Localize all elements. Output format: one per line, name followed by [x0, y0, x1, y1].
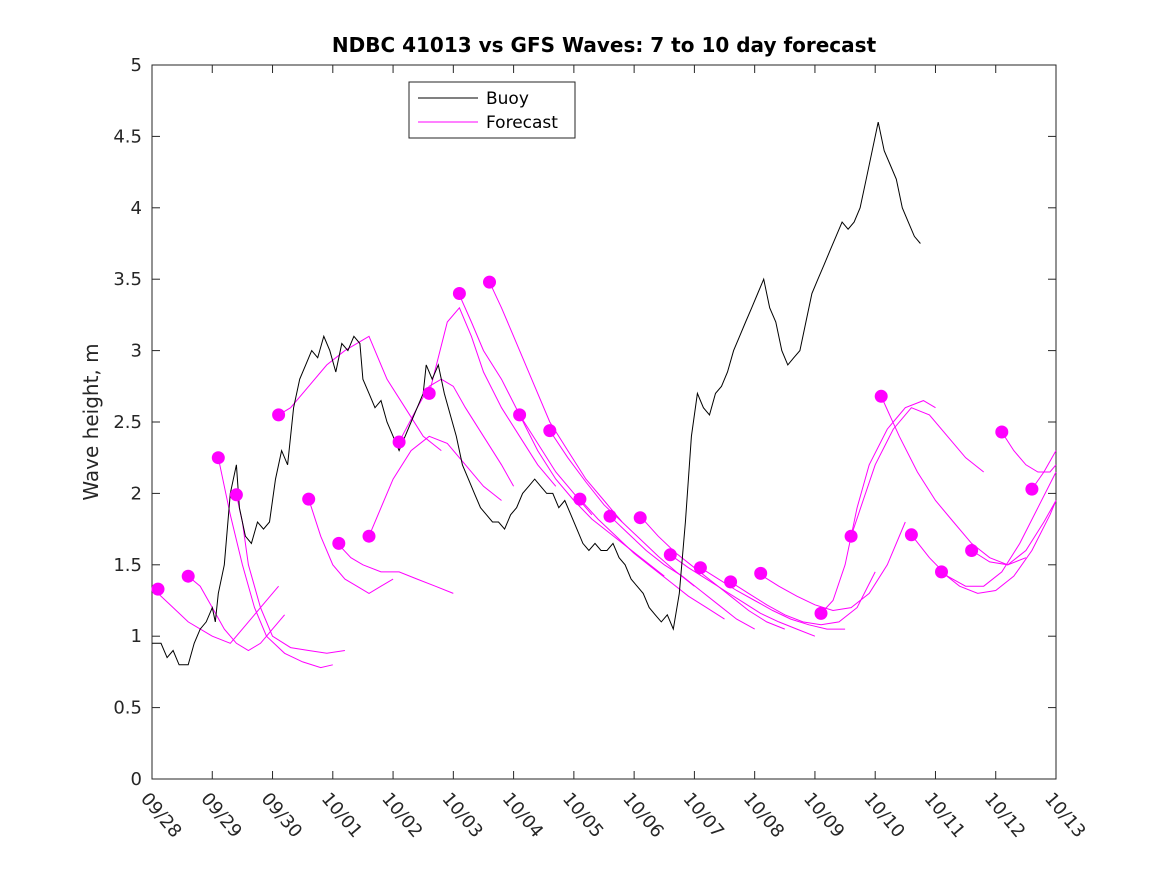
forecast-line: [235, 494, 345, 654]
x-tick-label: 09/30: [257, 789, 306, 842]
x-tick-label: 10/13: [1040, 789, 1089, 842]
y-tick-label: 1: [131, 626, 142, 647]
x-tick-label: 10/04: [498, 789, 547, 842]
x-tick-label: 10/12: [980, 789, 1029, 842]
forecast-line: [489, 281, 623, 523]
y-axis: 0 0.5 1 1.5 2 2.5 3 3.5 4 4.5 5: [113, 55, 1056, 790]
y-tick-label: 0.5: [113, 698, 142, 719]
forecast-line: [941, 500, 1057, 594]
forecast-line: [730, 571, 876, 626]
forecast-start-marker: [513, 408, 527, 422]
x-tick-label: 10/08: [739, 789, 788, 842]
buoy-series-group: [152, 121, 921, 666]
forecast-start-marker: [874, 389, 888, 403]
forecast-start-marker: [965, 544, 979, 557]
x-tick-label: 10/09: [799, 789, 848, 842]
y-tick-label: 3: [131, 341, 142, 362]
forecast-line: [428, 306, 557, 487]
forecast-line: [579, 498, 725, 620]
y-tick-label: 5: [131, 55, 142, 76]
forecast-line: [911, 471, 1057, 587]
x-tick-label: 10/06: [618, 789, 667, 842]
forecast-line: [549, 430, 695, 587]
forecast-start-marker: [332, 536, 346, 550]
forecast-line: [639, 515, 785, 630]
forecast-start-marker: [754, 566, 768, 580]
x-tick-label: 09/28: [136, 789, 185, 842]
forecast-start-marker: [724, 575, 738, 589]
forecast-line: [670, 554, 816, 637]
forecast-start-marker: [211, 451, 225, 465]
forecast-start-marker: [452, 287, 466, 300]
x-tick-label: 10/05: [558, 789, 607, 842]
plot-area: [151, 64, 1057, 780]
forecast-start-marker: [483, 275, 496, 289]
forecast-line: [278, 335, 442, 451]
forecast-line: [398, 378, 515, 487]
legend-label-forecast: Forecast: [486, 113, 558, 133]
forecast-line: [850, 407, 985, 537]
forecast-start-marker: [693, 561, 707, 575]
legend: Buoy Forecast: [408, 81, 576, 139]
x-tick-label: 10/07: [679, 789, 728, 842]
forecast-start-marker: [272, 408, 286, 422]
forecast-start-marker: [814, 606, 828, 620]
y-tick-label: 3.5: [113, 269, 142, 290]
forecast-line: [151, 585, 279, 644]
y-tick-label: 4.5: [113, 126, 142, 147]
forecast-start-marker: [904, 528, 918, 542]
forecast-line: [308, 498, 394, 594]
y-tick-label: 1.5: [113, 555, 142, 576]
y-axis-label: Wave height, m: [79, 343, 103, 500]
forecast-start-marker: [844, 529, 858, 543]
y-tick-label: 0: [131, 769, 142, 790]
forecast-start-marker: [633, 511, 647, 525]
forecast-start-marker: [935, 565, 948, 579]
forecast-start-marker: [1025, 482, 1039, 496]
buoy-line: [152, 121, 921, 666]
forecast-line: [519, 414, 665, 577]
forecast-start-marker: [422, 386, 436, 400]
forecast-line: [609, 515, 755, 630]
forecast-line: [187, 575, 285, 652]
forecast-start-marker: [229, 488, 243, 502]
x-tick-label: 10/01: [317, 789, 366, 842]
forecast-line: [1031, 450, 1057, 490]
x-tick-label: 10/03: [438, 789, 487, 842]
forecast-start-marker: [603, 509, 617, 523]
forecast-start-marker: [995, 425, 1009, 439]
x-tick-label: 10/11: [920, 789, 969, 842]
forecast-start-marker: [151, 582, 165, 596]
forecast-line: [338, 544, 454, 594]
y-tick-label: 2: [131, 483, 142, 504]
x-tick-label: 09/29: [196, 789, 245, 842]
forecast-line: [217, 457, 333, 669]
forecast-line: [1001, 431, 1057, 473]
legend-box: [408, 81, 576, 139]
forecast-line: [971, 500, 1057, 566]
forecast-series-group: [151, 281, 1057, 669]
forecast-line: [760, 521, 906, 612]
forecast-start-marker: [181, 569, 195, 583]
chart-title: NDBC 41013 vs GFS Waves: 7 to 10 day for…: [332, 33, 877, 57]
forecast-markers-group: [151, 275, 1039, 620]
legend-label-buoy: Buoy: [486, 89, 529, 109]
forecast-line: [368, 435, 502, 537]
forecast-line: [880, 396, 1027, 566]
x-tick-label: 10/10: [859, 789, 908, 842]
forecast-line: [820, 400, 936, 614]
forecast-start-marker: [302, 492, 316, 506]
y-tick-label: 4: [131, 198, 142, 219]
forecast-start-marker: [573, 492, 587, 506]
x-tick-label: 10/02: [377, 789, 426, 842]
forecast-start-marker: [543, 424, 557, 438]
forecast-start-marker: [362, 529, 376, 543]
y-tick-label: 2.5: [113, 412, 142, 433]
forecast-start-marker: [663, 548, 677, 562]
forecast-start-marker: [392, 435, 406, 449]
